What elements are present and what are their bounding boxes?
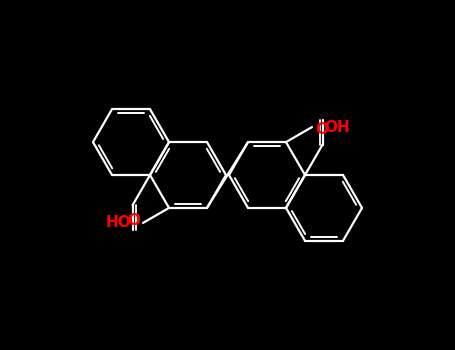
Text: HO: HO <box>105 215 131 230</box>
Text: OH: OH <box>324 120 350 135</box>
Text: O: O <box>315 122 328 137</box>
Text: O: O <box>127 213 140 228</box>
